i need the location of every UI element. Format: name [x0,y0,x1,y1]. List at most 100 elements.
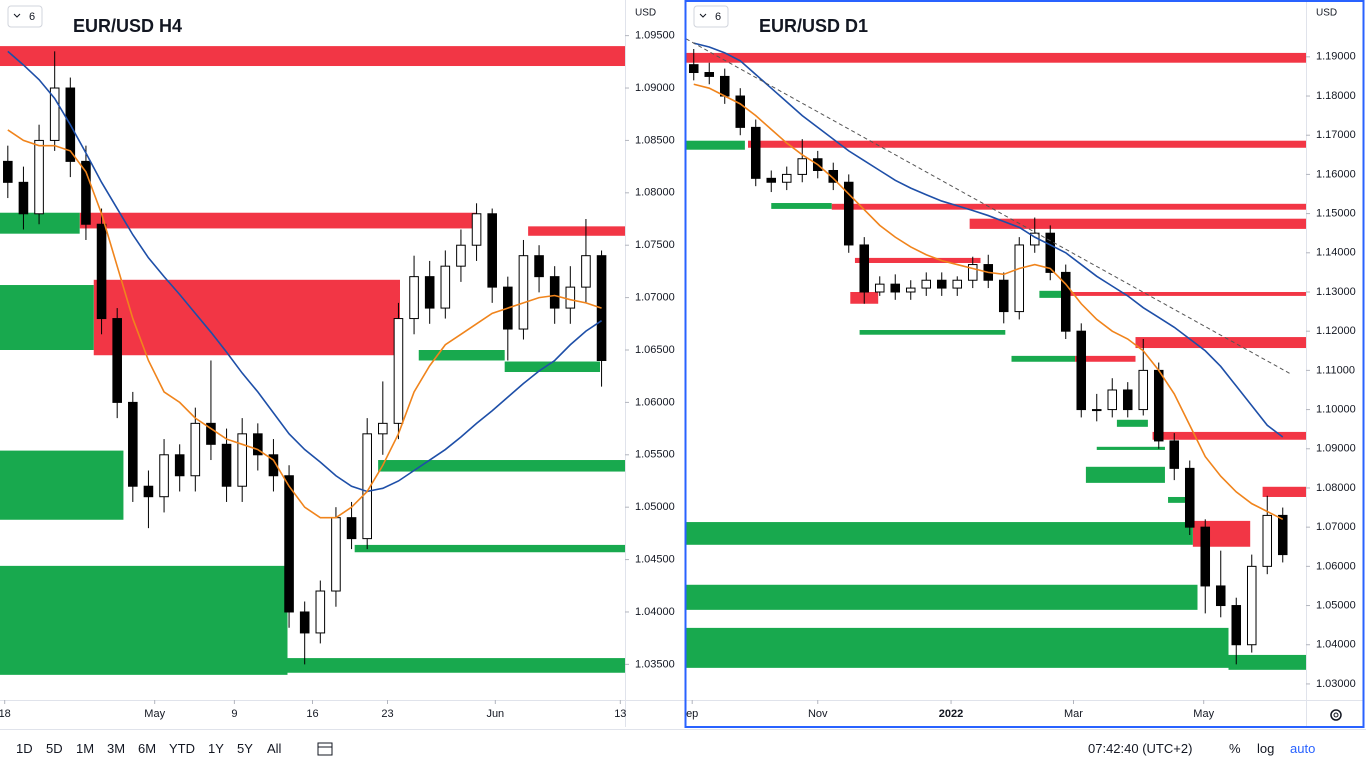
y-tick-label: 1.06000 [1316,560,1356,572]
chevron [13,13,21,18]
y-tick-label: 1.07000 [1316,521,1356,533]
y-tick-label: 1.19000 [1316,51,1356,63]
candle-body [719,75,730,97]
axis-unit: USD [635,8,656,19]
auto-toggle[interactable]: auto [1290,741,1316,756]
x-tick-label: May [144,708,165,720]
candle-body [1045,232,1056,273]
y-tick-label: 1.09500 [635,30,675,42]
range-button[interactable]: 1Y [208,741,224,756]
x-tick-label: ep [686,708,698,720]
range-button[interactable]: 1M [76,741,95,756]
candle-body [1091,409,1102,412]
candle-body [874,283,885,293]
x-tick-label: May [1193,708,1214,720]
candle-body [518,255,529,330]
candle-body [534,255,544,278]
candle-body [1107,389,1118,411]
zone [0,46,625,67]
range-button[interactable]: 5Y [237,741,253,756]
zone [354,544,625,553]
zone [1075,355,1136,362]
trendline [685,38,1293,376]
range-button[interactable]: 3M [107,741,126,756]
pane: USD 1.03500 1.04000 1.04500 1.05000 1.05500 1.… [0,5,675,720]
moving-average [693,83,1284,521]
candle-body [828,169,839,183]
candle-body [471,213,482,246]
zone [771,203,832,209]
candle-body [1153,369,1164,442]
interval-selector[interactable] [693,5,729,28]
moving-average [7,50,603,493]
zone [686,52,1306,63]
percent-toggle[interactable]: % [1229,741,1241,756]
zone [0,450,124,520]
candle-body [688,64,699,74]
candle-body [424,276,435,309]
y-tick-label: 1.16000 [1316,168,1356,180]
log-toggle[interactable]: log [1257,741,1275,756]
y-tick-label: 1.08500 [635,134,675,146]
candle-body [735,95,746,128]
candle-body [440,265,451,309]
candle-body [921,279,932,289]
candle-body [81,160,91,225]
y-tick-label: 1.04000 [635,606,675,618]
candle-body [549,276,560,309]
candle-body [1200,526,1211,587]
axis-unit: USD [1316,8,1337,19]
x-tick-label: 16 [306,708,318,720]
candle-body [1231,605,1242,646]
candle-body [34,139,44,215]
candle-body [1262,514,1273,567]
candle-body [766,177,777,183]
x-tick-label: 13 [614,708,626,720]
candle-body [1184,467,1195,528]
interval-count[interactable]: 6 [29,11,35,23]
candle-body [221,443,232,487]
candle-body [1138,369,1149,411]
y-tick-label: 1.09000 [635,82,675,94]
range-button[interactable]: 6M [138,741,157,756]
y-tick-label: 1.08000 [635,187,675,199]
candle-body [1122,389,1133,411]
interval-count[interactable]: 6 [715,11,721,23]
y-tick-label: 1.05500 [635,449,675,461]
candle-body [1169,440,1180,469]
y-tick-label: 1.13000 [1316,286,1356,298]
candle-body [1076,330,1087,411]
candle-body [3,160,13,183]
range-button[interactable]: 5D [46,741,63,756]
candle-body [112,318,122,403]
candle-body [797,158,808,175]
settings-icon[interactable] [1330,709,1342,721]
zone [0,212,80,234]
y-tick-label: 1.18000 [1316,90,1356,102]
candle-body [704,72,715,77]
candle-body [952,279,963,289]
range-button[interactable]: YTD [169,741,195,756]
candle-body [596,255,607,361]
bottom-toolbar: 1D 5D 1M 3M 6M YTD 1Y 5Y All 07:42:40 (U… [0,730,1366,768]
range-button[interactable]: 1D [16,741,33,756]
candle-body [315,590,326,634]
interval-selector[interactable] [7,5,43,28]
candle-body [859,244,870,293]
zone [528,226,625,236]
candle-body [890,283,901,293]
y-tick-label: 1.04500 [635,553,675,565]
zone [831,203,1306,210]
y-tick-label: 1.14000 [1316,247,1356,259]
zone [969,218,1306,229]
date-range-icon[interactable] [316,740,334,758]
y-tick-label: 1.07000 [635,292,675,304]
candle-body [781,173,792,183]
candle-body [581,255,591,288]
zone [0,285,94,350]
zone [79,212,477,229]
candle-body [905,287,916,293]
range-button[interactable]: All [267,741,282,756]
zone [0,565,288,675]
